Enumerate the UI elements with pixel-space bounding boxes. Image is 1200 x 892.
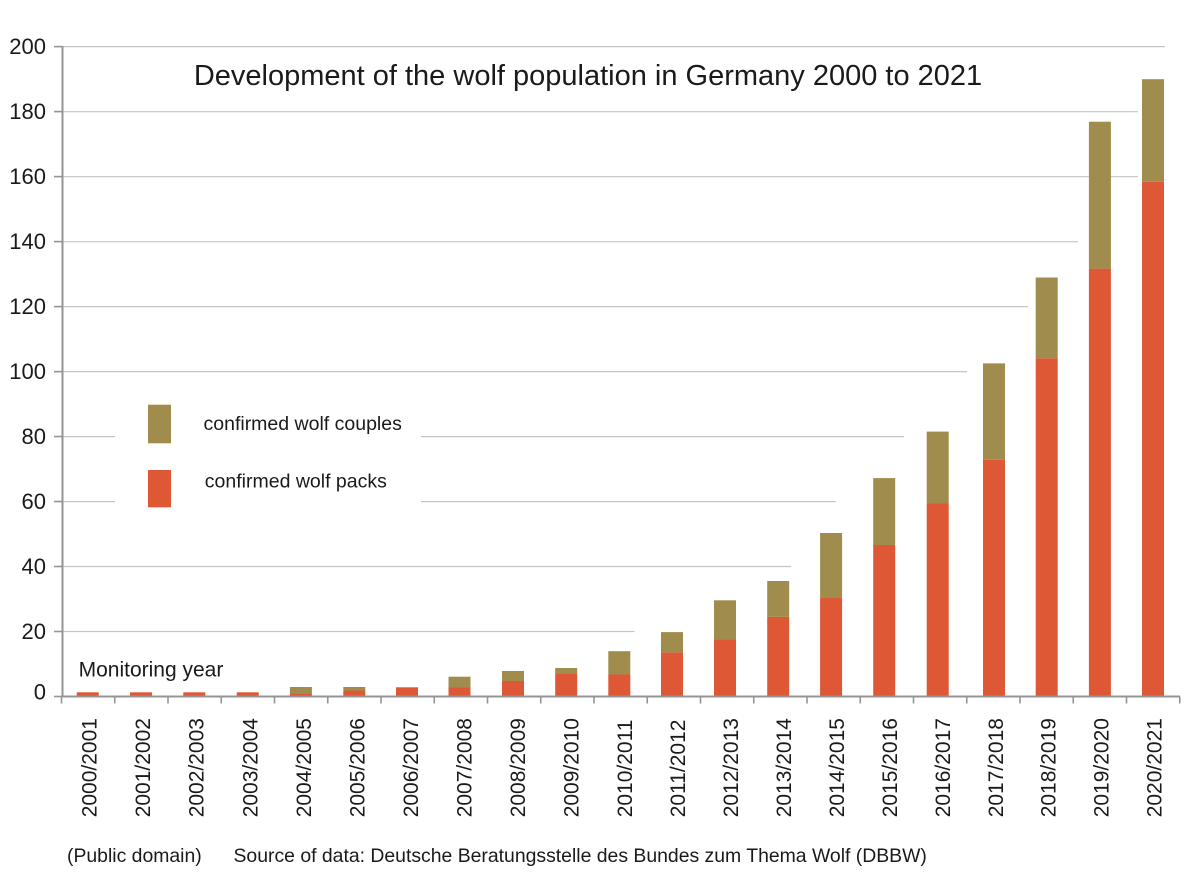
- svg-text:2013/2014: 2013/2014: [773, 718, 796, 818]
- svg-text:20: 20: [22, 619, 46, 644]
- svg-text:2018/2019: 2018/2019: [1038, 718, 1061, 817]
- svg-text:2015/2016: 2015/2016: [879, 718, 902, 817]
- svg-text:2005/2006: 2005/2006: [347, 718, 370, 817]
- svg-text:2006/2007: 2006/2007: [400, 718, 423, 817]
- svg-text:60: 60: [22, 489, 46, 514]
- svg-text:100: 100: [9, 359, 46, 384]
- svg-text:Monitoring year: Monitoring year: [79, 658, 224, 681]
- svg-text:confirmed wolf packs: confirmed wolf packs: [205, 470, 387, 492]
- svg-text:2004/2005: 2004/2005: [293, 718, 316, 817]
- svg-text:2007/2008: 2007/2008: [454, 718, 477, 817]
- svg-text:2003/2004: 2003/2004: [239, 718, 262, 818]
- svg-text:2010/2011: 2010/2011: [614, 720, 637, 818]
- svg-text:180: 180: [9, 99, 46, 124]
- svg-text:0: 0: [34, 679, 46, 704]
- svg-text:2011/2012: 2011/2012: [667, 720, 690, 818]
- svg-text:confirmed wolf couples: confirmed wolf couples: [204, 413, 403, 435]
- svg-text:40: 40: [22, 554, 46, 579]
- svg-text:2012/2013: 2012/2013: [720, 718, 743, 817]
- svg-text:2008/2009: 2008/2009: [507, 718, 530, 817]
- svg-text:2000/2001: 2000/2001: [78, 718, 101, 817]
- svg-text:2019/2020: 2019/2020: [1091, 718, 1114, 817]
- svg-text:(Public domain): (Public domain): [67, 845, 202, 867]
- svg-text:Source of data: Deutsche Berat: Source of data: Deutsche Beratungsstelle…: [234, 845, 927, 867]
- svg-text:160: 160: [9, 164, 46, 189]
- svg-text:80: 80: [22, 424, 46, 449]
- svg-text:2020/2021: 2020/2021: [1143, 718, 1166, 817]
- svg-text:200: 200: [9, 34, 46, 59]
- svg-text:140: 140: [9, 229, 46, 254]
- svg-text:2017/2018: 2017/2018: [985, 718, 1008, 817]
- svg-text:2016/2017: 2016/2017: [932, 718, 955, 817]
- svg-text:2014/2015: 2014/2015: [826, 718, 849, 817]
- svg-text:2002/2003: 2002/2003: [186, 718, 209, 817]
- svg-text:Development of the wolf popula: Development of the wolf population in Ge…: [194, 60, 982, 92]
- svg-text:2009/2010: 2009/2010: [561, 718, 584, 817]
- svg-text:2001/2002: 2001/2002: [132, 718, 155, 817]
- svg-text:120: 120: [9, 294, 46, 319]
